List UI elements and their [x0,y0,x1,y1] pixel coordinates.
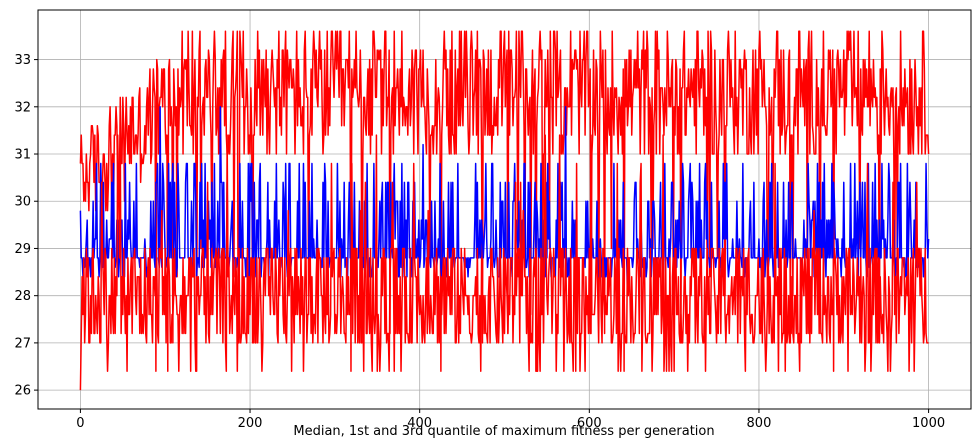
x-tick-label: 1000 [912,416,945,431]
x-tick-label: 400 [407,416,432,431]
x-tick-label: 800 [747,416,772,431]
y-tick-label: 26 [14,384,31,399]
ticks: 0 200 400 600 800 1000 26 27 28 29 30 31 32 33 [14,53,945,431]
x-axis-label: Median, 1st and 3rd quantile of maximum … [293,424,714,439]
x-tick-label: 200 [238,416,263,431]
x-tick-label: 0 [76,416,84,431]
y-tick-label: 30 [14,195,31,210]
median-line [79,106,930,297]
y-tick-label: 31 [14,148,31,163]
plot-frame [37,9,972,410]
series-group [79,30,930,391]
x-tick-label: 600 [577,416,602,431]
y-tick-label: 29 [14,242,31,257]
y-tick-label: 32 [14,100,31,115]
y-tick-label: 27 [14,336,31,351]
upper-quantile-line [79,30,930,372]
lower-quantile-line [79,134,929,391]
y-tick-label: 28 [14,289,31,304]
y-tick-label: 33 [14,53,31,68]
